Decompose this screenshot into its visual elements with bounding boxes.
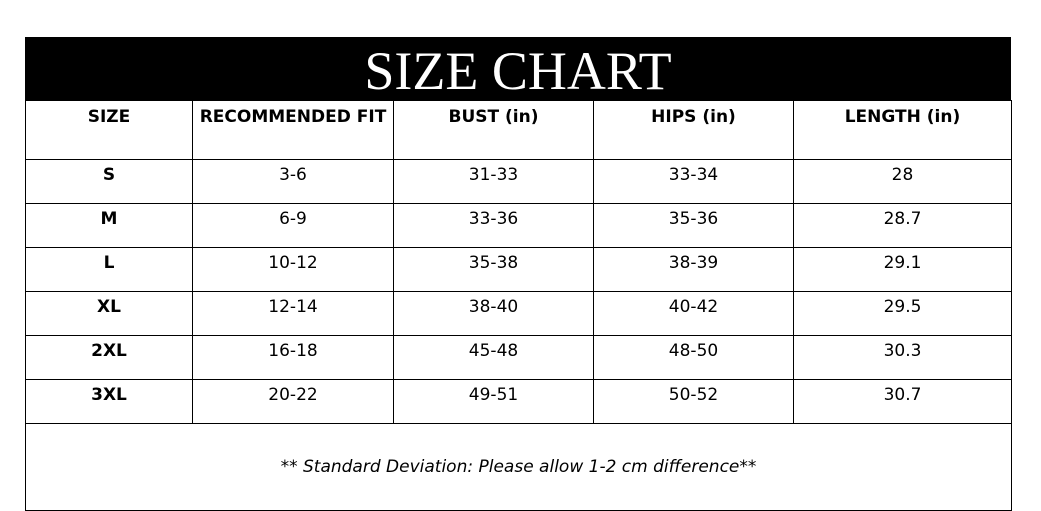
cell-recommended-fit: 16-18 (192, 335, 394, 380)
cell-bust: 38-40 (393, 291, 594, 336)
cell-recommended-fit: 10-12 (192, 247, 394, 292)
cell-bust: 35-38 (393, 247, 594, 292)
cell-bust: 49-51 (393, 379, 594, 424)
cell-size: L (25, 247, 193, 292)
table-row: 2XL 16-18 45-48 48-50 30.3 (25, 335, 1012, 380)
cell-size: M (25, 203, 193, 248)
cell-length: 28.7 (793, 203, 1012, 248)
note: ** Standard Deviation: Please allow 1-2 … (25, 423, 1012, 511)
cell-size: 2XL (25, 335, 193, 380)
table-row: 3XL 20-22 49-51 50-52 30.7 (25, 379, 1012, 424)
cell-bust: 45-48 (393, 335, 594, 380)
cell-hips: 48-50 (593, 335, 794, 380)
table-row: S 3-6 31-33 33-34 28 (25, 159, 1012, 204)
cell-size: 3XL (25, 379, 193, 424)
cell-recommended-fit: 20-22 (192, 379, 394, 424)
header-size: SIZE (25, 100, 193, 160)
cell-bust: 31-33 (393, 159, 594, 204)
cell-recommended-fit: 3-6 (192, 159, 394, 204)
note-row: ** Standard Deviation: Please allow 1-2 … (25, 423, 1012, 511)
header-recommended-fit: RECOMMENDED FIT (192, 100, 394, 160)
title-banner: SIZE CHART (25, 37, 1011, 100)
cell-hips: 33-34 (593, 159, 794, 204)
cell-size: XL (25, 291, 193, 336)
table-row: M 6-9 33-36 35-36 28.7 (25, 203, 1012, 248)
table-row: L 10-12 35-38 38-39 29.1 (25, 247, 1012, 292)
cell-bust: 33-36 (393, 203, 594, 248)
cell-length: 30.7 (793, 379, 1012, 424)
cell-hips: 38-39 (593, 247, 794, 292)
cell-hips: 40-42 (593, 291, 794, 336)
cell-hips: 50-52 (593, 379, 794, 424)
border-line (25, 474, 26, 501)
table-row: XL 12-14 38-40 40-42 29.5 (25, 291, 1012, 336)
cell-size: S (25, 159, 193, 204)
cell-recommended-fit: 6-9 (192, 203, 394, 248)
cell-length: 30.3 (793, 335, 1012, 380)
cell-length: 29.5 (793, 291, 1012, 336)
cell-recommended-fit: 12-14 (192, 291, 394, 336)
header-length: LENGTH (in) (793, 100, 1012, 160)
header-bust: BUST (in) (393, 100, 594, 160)
header-row: SIZE RECOMMENDED FIT BUST (in) HIPS (in)… (25, 100, 1012, 160)
cell-hips: 35-36 (593, 203, 794, 248)
cell-length: 28 (793, 159, 1012, 204)
size-chart-table: SIZE RECOMMENDED FIT BUST (in) HIPS (in)… (25, 100, 1012, 511)
page-title: SIZE CHART (364, 40, 672, 101)
header-hips: HIPS (in) (593, 100, 794, 160)
cell-length: 29.1 (793, 247, 1012, 292)
